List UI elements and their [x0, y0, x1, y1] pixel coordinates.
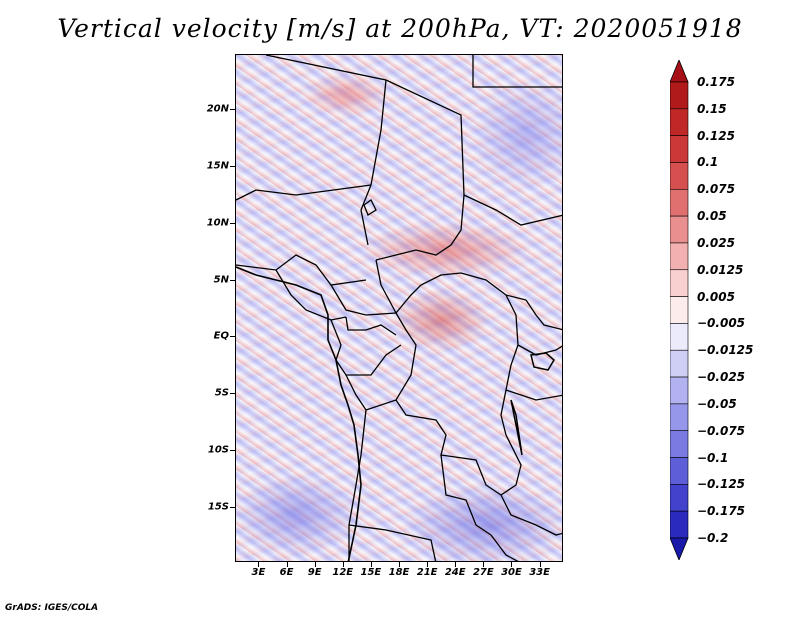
lon-tick	[539, 562, 541, 567]
colorbar-label: −0.125	[697, 477, 746, 492]
colorbar-label: 0.025	[697, 235, 735, 250]
lat-tick	[230, 393, 235, 395]
lon-label: 9E	[307, 567, 322, 578]
lon-label: 30E	[501, 567, 522, 578]
colorbar-label: 0.175	[697, 75, 735, 89]
colorbar-label: 0.0125	[697, 262, 744, 277]
colorbar-segment	[670, 108, 689, 136]
lon-label: 3E	[251, 567, 266, 578]
colorbar-segment	[670, 81, 689, 110]
colorbar-label: −0.075	[697, 423, 746, 438]
colorbar-label: −0.05	[697, 396, 737, 411]
colorbar-segment	[670, 269, 689, 297]
colorbar-label: 0.075	[697, 182, 735, 197]
colorbar-label: −0.1	[697, 450, 729, 465]
lat-label: 15N	[206, 160, 229, 172]
colorbar-label: 0.1	[697, 155, 719, 170]
lat-label: 10S	[207, 444, 229, 456]
colorbar-label: −0.025	[697, 370, 746, 385]
country-borders	[236, 55, 562, 561]
colorbar-label: 0.05	[697, 209, 727, 224]
colorbar-label: −0.175	[697, 504, 746, 519]
lon-label: 27E	[472, 567, 494, 578]
colorbar-segment	[670, 376, 689, 405]
lat-tick	[230, 108, 235, 110]
colorbar-min-triangle	[670, 537, 689, 560]
colorbar-segment	[670, 403, 689, 432]
lat-label: 10N	[206, 217, 229, 229]
lat-label: 15S	[207, 501, 229, 513]
colorbar-segment	[670, 162, 689, 190]
lon-tick	[455, 562, 457, 567]
colorbar-segment	[670, 510, 689, 539]
colorbar-label: 0.125	[697, 128, 735, 143]
lon-tick	[258, 562, 260, 567]
colorbar-label: 0.005	[697, 289, 735, 304]
lat-tick	[230, 165, 235, 167]
lat-tick	[230, 222, 235, 224]
colorbar-segment	[670, 296, 689, 324]
lon-label: 24E	[444, 567, 466, 578]
lat-tick	[230, 507, 235, 509]
lat-tick	[230, 279, 235, 281]
lat-label: 5S	[214, 387, 229, 399]
colorbar-segment	[670, 135, 689, 163]
lat-label: EQ	[213, 330, 229, 342]
lat-tick	[230, 336, 235, 338]
software-credit: GrADS: IGES/COLA	[5, 603, 99, 613]
colorbar-segment	[670, 457, 689, 485]
colorbar-max-triangle	[670, 60, 689, 83]
lon-tick	[511, 562, 513, 567]
lon-label: 18E	[388, 567, 410, 578]
lon-tick	[342, 562, 344, 567]
colorbar-segment	[670, 430, 689, 458]
colorbar-label: −0.005	[697, 316, 746, 331]
lat-tick	[230, 450, 235, 452]
lon-tick	[483, 562, 485, 567]
lon-label: 21E	[416, 567, 438, 578]
colorbar-label: −0.2	[697, 531, 729, 545]
colorbar-segment	[670, 349, 689, 378]
lon-label: 33E	[529, 567, 550, 578]
lon-tick	[427, 562, 429, 567]
lon-tick	[286, 562, 288, 567]
lon-tick	[399, 562, 400, 567]
colorbar-segment	[670, 242, 689, 271]
colorbar-segment	[670, 188, 689, 217]
colorbar-label: −0.0125	[697, 343, 754, 358]
colorbar	[670, 60, 689, 560]
lon-label: 6E	[279, 567, 294, 578]
map-title: Vertical velocity [m/s] at 200hPa, VT: 2…	[57, 14, 743, 43]
lat-label: 5N	[213, 274, 229, 286]
colorbar-segment	[670, 215, 689, 244]
lon-label: 15E	[360, 567, 382, 578]
map-plot-area	[235, 54, 563, 562]
lon-tick	[370, 562, 372, 567]
colorbar-segment	[670, 484, 689, 512]
colorbar-label: 0.15	[697, 101, 727, 116]
lon-tick	[314, 562, 316, 567]
lon-label: 12E	[332, 567, 354, 578]
colorbar-segment	[670, 323, 689, 351]
lat-label: 20N	[206, 103, 229, 115]
